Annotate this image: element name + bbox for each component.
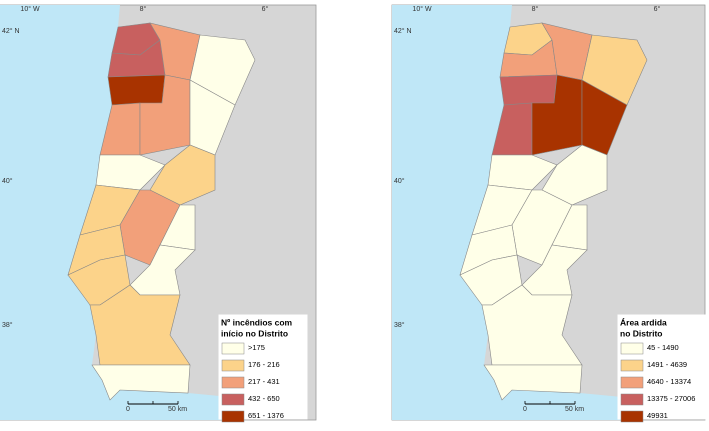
- latitude-label: 38°: [2, 321, 13, 329]
- legend-swatch: [620, 410, 644, 423]
- legend-swatch: [221, 359, 245, 372]
- legend-title: no Distrito: [620, 328, 663, 338]
- legend-label: 432 - 650: [248, 394, 280, 403]
- legend-swatch: [620, 359, 644, 372]
- sea: [0, 5, 235, 420]
- legend-title: Área ardida: [620, 317, 667, 327]
- legend-swatch: [620, 393, 644, 406]
- district: [189, 34, 256, 106]
- scale-label: 0: [523, 406, 527, 413]
- district: [107, 74, 166, 106]
- district: [481, 284, 583, 366]
- district: [487, 154, 558, 191]
- legend-swatch: [620, 342, 644, 355]
- legend-label: 49931: [647, 411, 668, 420]
- district: [91, 364, 191, 401]
- legend-title: início no Distrito: [221, 328, 288, 338]
- district: [89, 284, 191, 366]
- legend-label: 45 - 1490: [647, 343, 679, 352]
- legend-swatch: [221, 376, 245, 389]
- legend-label: 651 - 1376: [248, 411, 284, 420]
- legend-label: 176 - 216: [248, 360, 280, 369]
- legend-label: 1491 - 4639: [647, 360, 687, 369]
- legend-swatch: [620, 376, 644, 389]
- scale-label: 0: [126, 406, 130, 413]
- latitude-label: 40°: [394, 177, 405, 185]
- legend-title: Nº incêndios com: [221, 317, 293, 327]
- legend-swatch: [221, 342, 245, 355]
- district: [483, 364, 583, 401]
- longitude-label: 10° W: [20, 5, 40, 13]
- district: [95, 154, 166, 191]
- legend-swatch: [221, 410, 245, 423]
- map-panel: 10° W 8° 6° 42° N 40° 38° 0 50 km Área ardidano …: [391, 4, 707, 423]
- latitude-label: 38°: [394, 321, 405, 329]
- scale-label: 50 km: [565, 406, 584, 413]
- legend-label: 4640 - 13374: [647, 377, 691, 386]
- legend-swatch: [221, 393, 245, 406]
- longitude-label: 8°: [532, 5, 539, 13]
- legend-label: 217 - 431: [248, 377, 280, 386]
- longitude-label: 6°: [654, 5, 661, 13]
- longitude-label: 6°: [262, 5, 269, 13]
- scale-label: 50 km: [168, 406, 187, 413]
- district: [581, 34, 648, 106]
- legend-label: 13375 - 27006: [647, 394, 695, 403]
- sea: [392, 5, 627, 420]
- legend-label: >175: [248, 343, 265, 352]
- district: [499, 74, 558, 106]
- longitude-label: 8°: [140, 5, 147, 13]
- latitude-label: 42° N: [2, 27, 20, 35]
- latitude-label: 40°: [2, 177, 13, 185]
- latitude-label: 42° N: [394, 27, 412, 35]
- longitude-label: 10° W: [412, 5, 432, 13]
- map-panel: 10° W 8° 6° 42° N 40° 38° 0 50 km Nº incêndios c…: [0, 4, 317, 423]
